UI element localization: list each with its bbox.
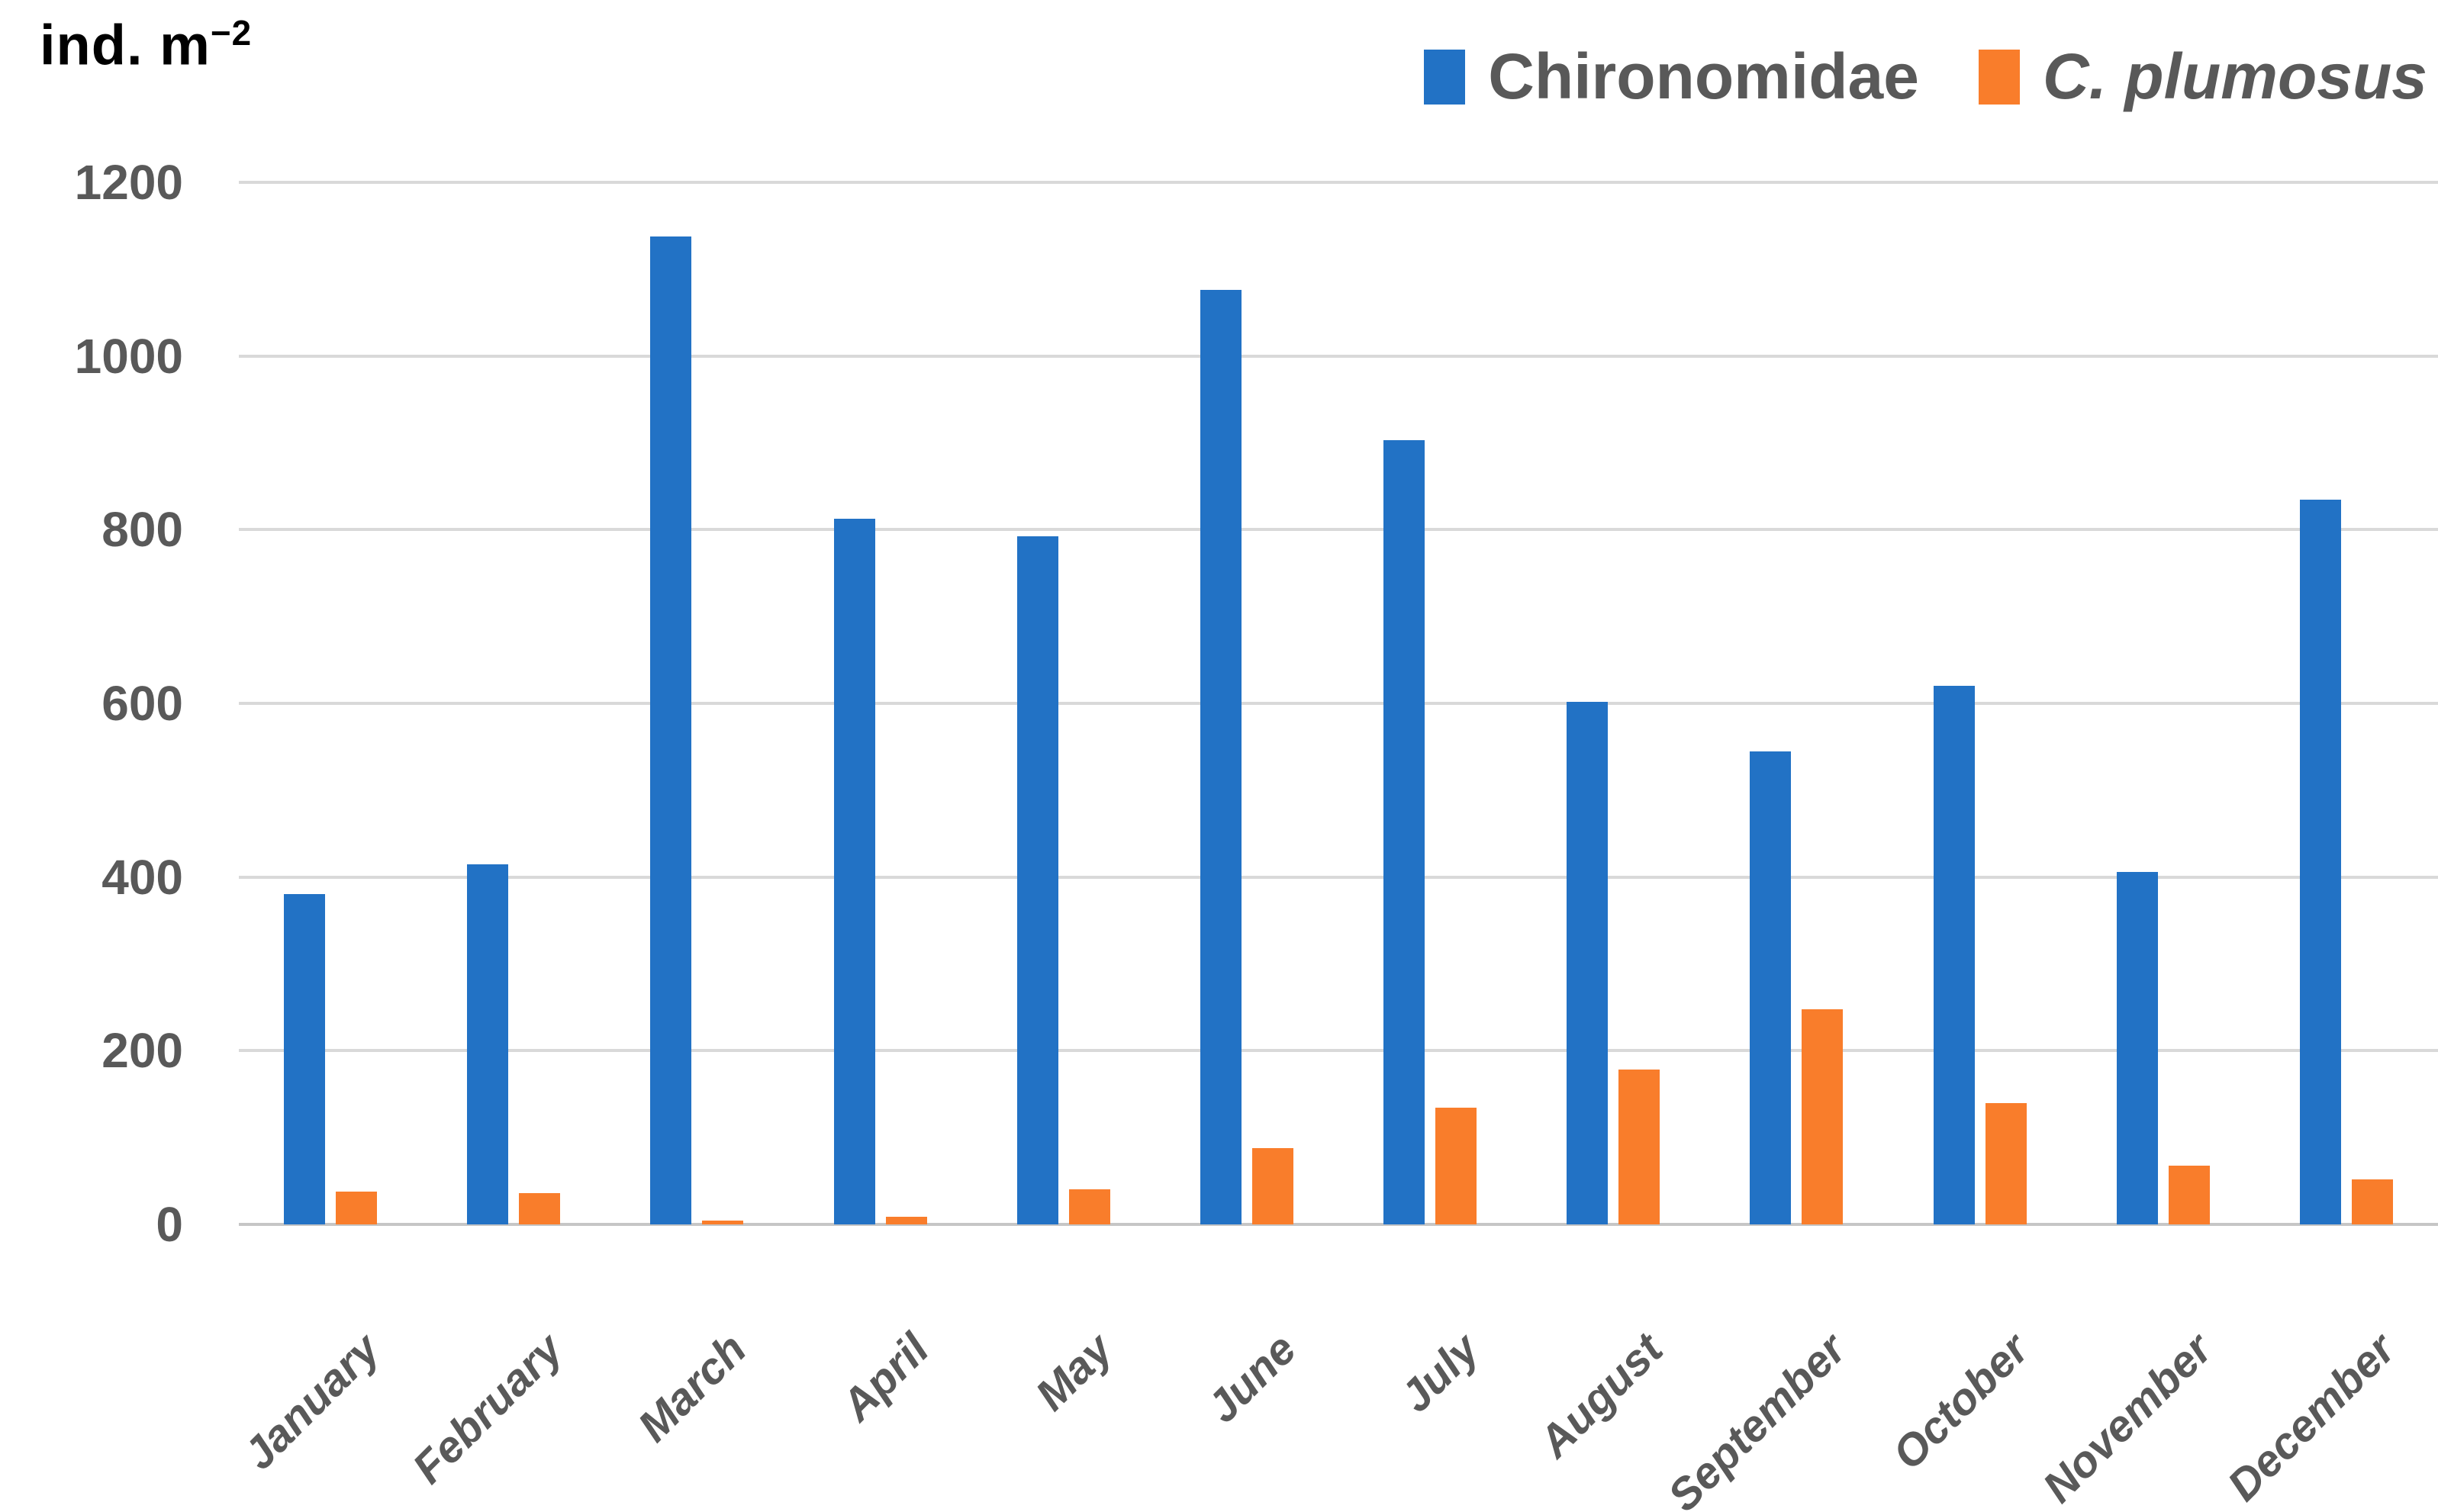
bar-chironomidae-november xyxy=(2116,871,2158,1224)
x-label-november: November xyxy=(2033,1324,2222,1512)
x-label-october: October xyxy=(1883,1324,2039,1479)
y-tick-label-200: 200 xyxy=(101,1023,183,1079)
x-label-july: July xyxy=(1390,1324,1489,1422)
bar-c-plumosus-july xyxy=(1435,1108,1477,1224)
bar-chironomidae-june xyxy=(1200,290,1242,1224)
bar-chironomidae-february xyxy=(467,864,509,1224)
legend-swatch-chironomidae xyxy=(1424,49,1466,105)
bar-c-plumosus-october xyxy=(1985,1102,2027,1224)
gridline-800 xyxy=(239,528,2438,532)
bar-chironomidae-september xyxy=(1750,751,1792,1224)
y-axis-title-exponent: −2 xyxy=(210,13,253,53)
bar-chironomidae-january xyxy=(284,894,326,1224)
x-label-january: January xyxy=(233,1324,389,1479)
gridline-1200 xyxy=(239,181,2438,184)
legend-label-chironomidae: Chironomidae xyxy=(1488,40,1919,112)
bar-chironomidae-july xyxy=(1383,440,1425,1224)
x-label-may: May xyxy=(1026,1324,1122,1420)
x-label-june: June xyxy=(1196,1324,1306,1433)
y-axis-title: ind. m−2 xyxy=(40,12,252,78)
bar-chironomidae-april xyxy=(833,518,875,1224)
bar-c-plumosus-november xyxy=(2168,1165,2210,1224)
y-tick-label-400: 400 xyxy=(101,849,183,905)
bar-c-plumosus-april xyxy=(885,1216,927,1224)
gridline-400 xyxy=(239,875,2438,879)
x-label-august: August xyxy=(1528,1324,1672,1467)
gridline-1000 xyxy=(239,354,2438,358)
bar-c-plumosus-august xyxy=(1618,1070,1660,1224)
bar-c-plumosus-january xyxy=(336,1191,378,1224)
y-tick-label-600: 600 xyxy=(101,676,183,731)
bar-chironomidae-october xyxy=(1933,686,1975,1224)
bar-chironomidae-december xyxy=(2299,499,2341,1224)
bar-c-plumosus-december xyxy=(2351,1179,2393,1224)
bar-c-plumosus-february xyxy=(519,1193,561,1224)
legend-item-chironomidae: Chironomidae xyxy=(1424,40,1919,114)
x-label-april: April xyxy=(832,1324,939,1431)
bar-c-plumosus-may xyxy=(1068,1189,1110,1224)
x-axis-line xyxy=(239,1223,2438,1226)
y-tick-label-1200: 1200 xyxy=(74,155,183,210)
legend-swatch-c-plumosus xyxy=(1978,49,2020,105)
bar-chironomidae-august xyxy=(1567,701,1609,1224)
bar-c-plumosus-march xyxy=(702,1221,744,1224)
legend-item-c-plumosus: C. plumosus xyxy=(1978,40,2427,114)
y-axis-title-base: ind. m xyxy=(40,13,211,77)
y-tick-label-1000: 1000 xyxy=(74,328,183,384)
bar-chironomidae-may xyxy=(1016,536,1058,1224)
y-tick-label-800: 800 xyxy=(101,502,183,558)
bar-c-plumosus-september xyxy=(1802,1009,1844,1224)
legend-label-c-plumosus: C. plumosus xyxy=(2042,40,2427,112)
bar-c-plumosus-june xyxy=(1251,1147,1293,1224)
legend: Chironomidae C. plumosus xyxy=(1424,40,2427,114)
gridline-600 xyxy=(239,702,2438,705)
x-label-march: March xyxy=(628,1324,756,1452)
x-label-september: September xyxy=(1658,1324,1856,1512)
x-label-february: February xyxy=(403,1324,572,1494)
x-label-december: December xyxy=(2218,1324,2405,1511)
bar-chironomidae-march xyxy=(650,236,692,1224)
gridline-200 xyxy=(239,1049,2438,1053)
y-tick-label-0: 0 xyxy=(156,1197,183,1252)
